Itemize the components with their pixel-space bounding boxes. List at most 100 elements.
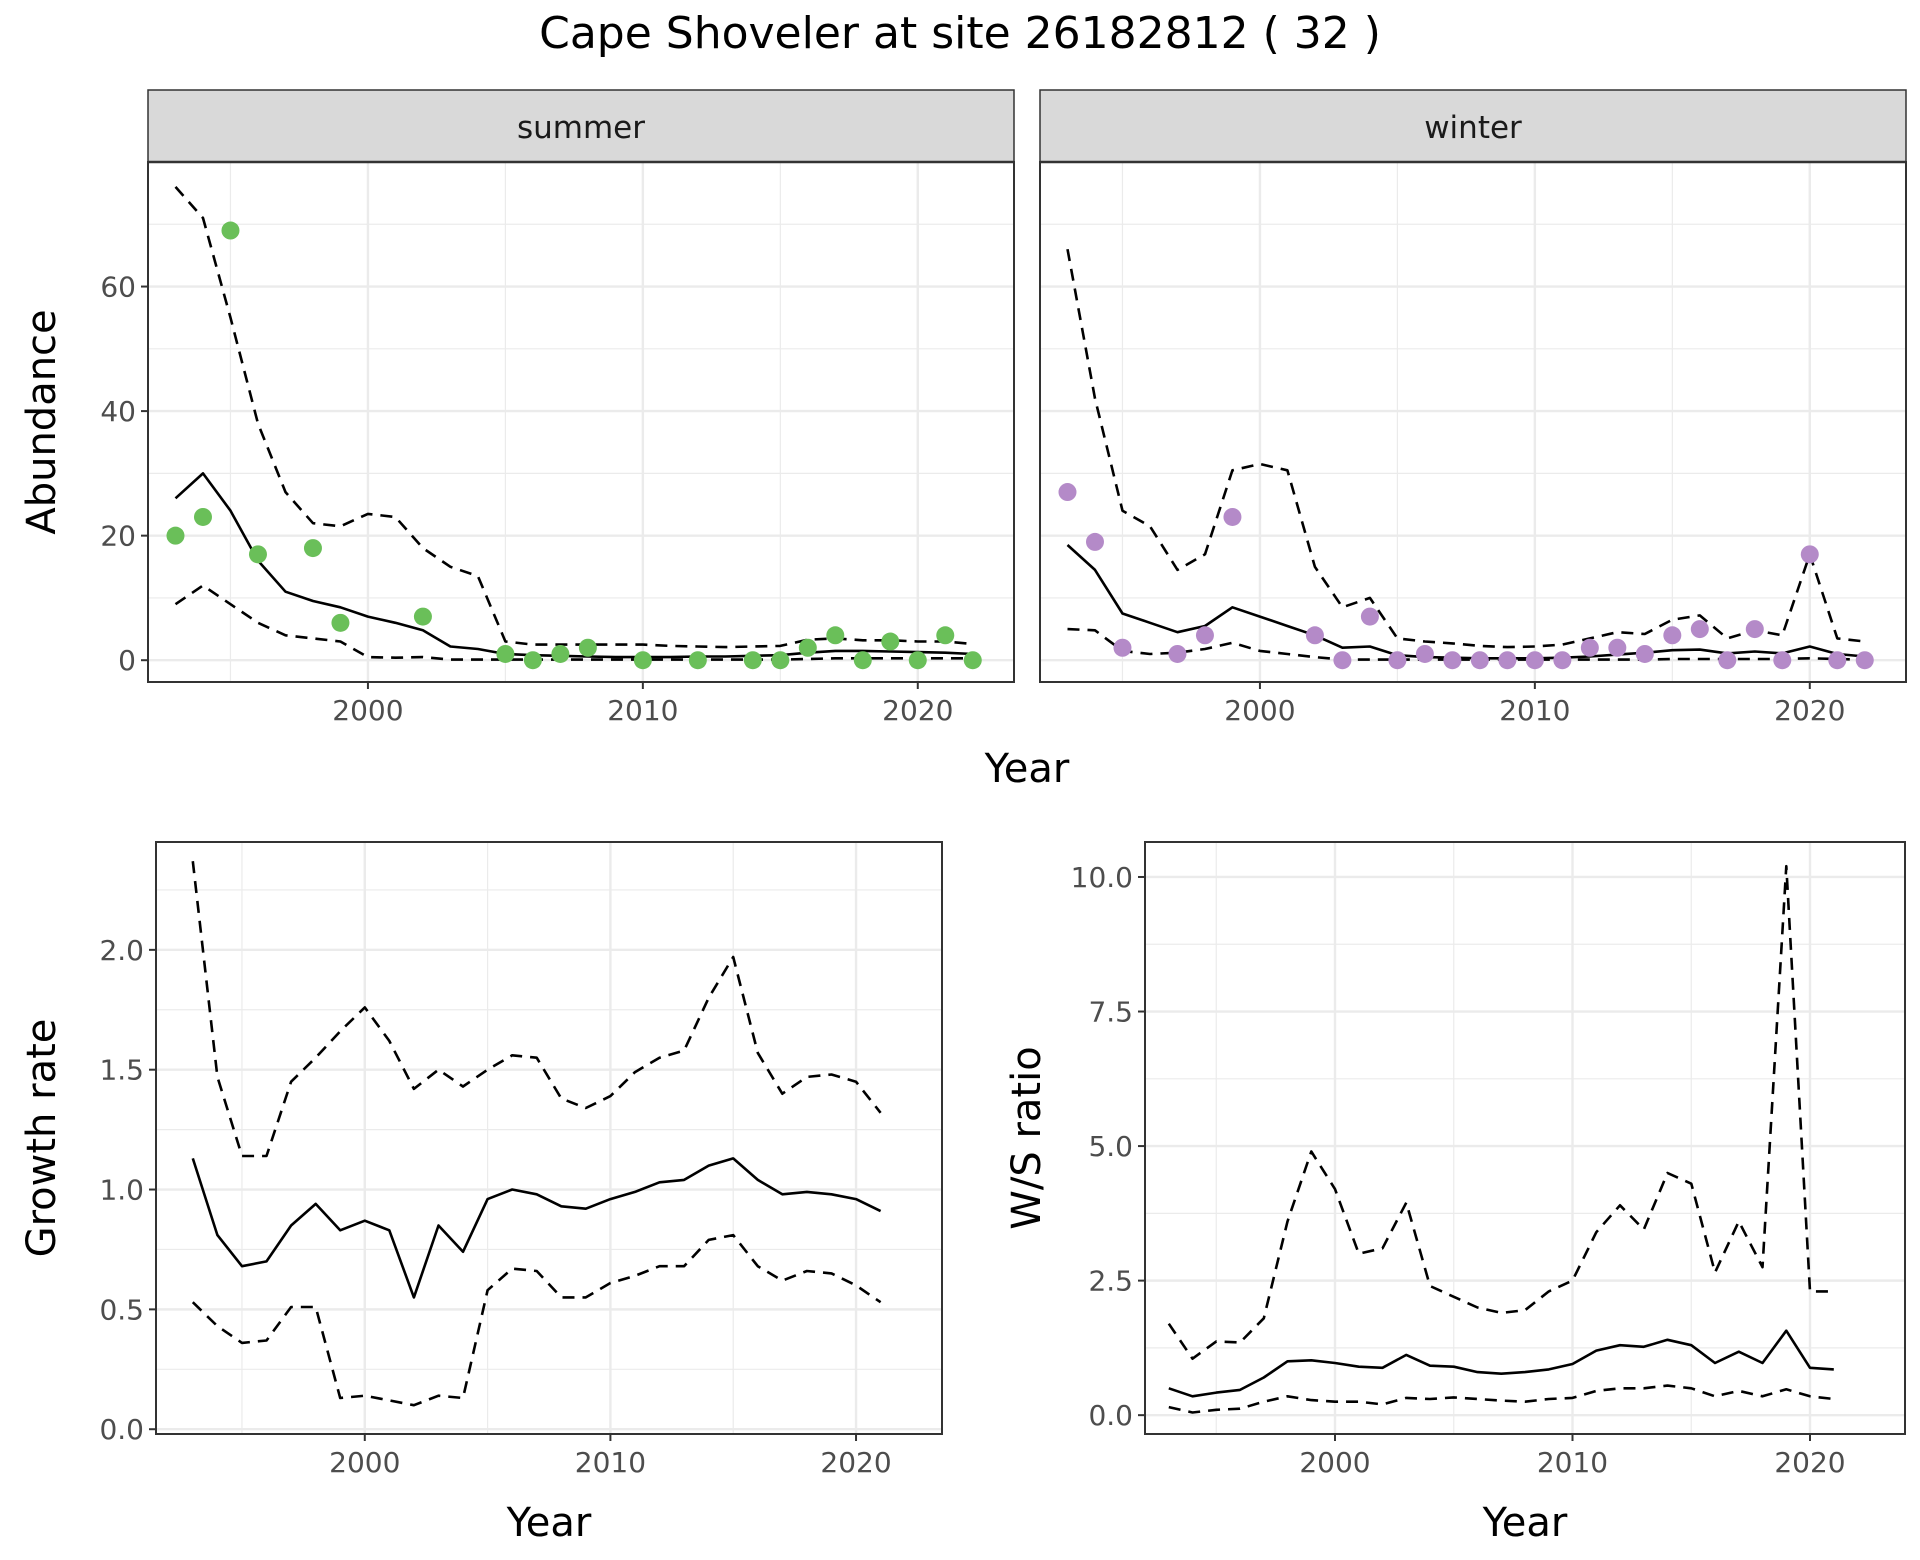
growth-y-axis-title: Growth rate	[19, 1019, 65, 1258]
growth-x-tick-label: 2000	[329, 1446, 400, 1479]
growth-y-tick-label: 1.5	[99, 1054, 144, 1087]
winter-data-point	[1168, 644, 1187, 663]
ratio-plot-border	[1144, 841, 1906, 1435]
summer-solid-line-0	[174, 472, 973, 659]
winter-data-point	[1113, 638, 1132, 657]
growth-x-axis-title: Year	[506, 1500, 592, 1546]
summer-data-point	[166, 526, 185, 545]
ratio-plot-area	[1145, 842, 1905, 1434]
growth-x-tick-label: 2010	[575, 1446, 646, 1479]
summer-data-point	[331, 613, 350, 632]
winter-data-point	[1360, 607, 1379, 626]
summer-y-tick-label: 0	[118, 644, 136, 677]
panel-summer: summer 0 20 40 60 2000 2010 2020 Abundance	[19, 89, 1015, 727]
ratio-y-tick-label: 10.0	[1071, 861, 1133, 894]
summer-data-point	[826, 626, 845, 645]
summer-data-point	[688, 651, 707, 670]
winter-data-point	[1305, 626, 1324, 645]
summer-strip-label: summer	[517, 110, 645, 146]
summer-data-point	[496, 644, 515, 663]
summer-plot-area	[148, 162, 1014, 682]
ratio-x-ticks: 2000 2010 2020	[1299, 1434, 1846, 1479]
figure-title: Cape Shoveler at site 26182812 ( 32 )	[539, 8, 1381, 59]
growth-series-lines	[191, 861, 882, 1407]
winter-data-point	[1690, 620, 1709, 639]
ratio-y-ticks: 0.0 2.5 5.0 7.5 10.0	[1071, 861, 1145, 1432]
abundance-y-axis-title: Abundance	[19, 309, 65, 534]
summer-data-point	[221, 221, 240, 240]
winter-data-point	[1855, 651, 1874, 670]
winter-data-point	[1223, 507, 1242, 526]
summer-strip	[147, 89, 1015, 163]
growth-x-ticks: 2000 2010 2020	[329, 1434, 892, 1479]
summer-data-point	[798, 638, 817, 657]
winter-dashed-line-1	[1066, 248, 1865, 649]
ratio-x-tick-label: 2020	[1774, 1446, 1845, 1479]
winter-data-point	[1663, 626, 1682, 645]
ratio-solid-line-0	[1168, 1329, 1834, 1398]
ratio-y-tick-label: 2.5	[1088, 1265, 1133, 1298]
ratio-series-lines	[1167, 864, 1834, 1414]
summer-data-point	[853, 651, 872, 670]
winter-data-point	[1773, 651, 1792, 670]
growth-plot-border	[155, 841, 943, 1435]
summer-data-point	[633, 651, 652, 670]
summer-y-tick-label: 40	[100, 395, 136, 428]
winter-data-point	[1635, 644, 1654, 663]
growth-solid-line-0	[191, 1157, 882, 1299]
growth-y-tick-label: 2.0	[99, 934, 144, 967]
ratio-y-tick-label: 5.0	[1088, 1130, 1133, 1163]
growth-y-tick-label: 0.5	[99, 1293, 144, 1326]
ratio-dashed-line-2	[1168, 1384, 1834, 1414]
winter-data-point	[1498, 651, 1517, 670]
winter-data-point	[1525, 651, 1544, 670]
top-x-axis-title: Year	[984, 746, 1070, 792]
summer-y-ticks: 0 20 40 60	[100, 271, 148, 677]
growth-grid	[156, 842, 942, 1434]
summer-data-point	[193, 507, 212, 526]
winter-data-point	[1718, 651, 1737, 670]
ratio-x-tick-label: 2000	[1299, 1446, 1370, 1479]
growth-y-tick-label: 1.0	[99, 1174, 144, 1207]
winter-data-point	[1415, 644, 1434, 663]
ratio-x-tick-label: 2010	[1537, 1446, 1608, 1479]
ratio-y-tick-label: 0.0	[1088, 1399, 1133, 1432]
winter-data-point	[1745, 620, 1764, 639]
summer-data-point	[771, 651, 790, 670]
winter-data-point	[1058, 483, 1077, 502]
winter-data-point	[1580, 638, 1599, 657]
summer-x-tick-label: 2020	[882, 694, 953, 727]
summer-data-point	[936, 626, 955, 645]
growth-x-tick-label: 2020	[820, 1446, 891, 1479]
winter-plot-area	[1040, 162, 1906, 682]
winter-strip-label: winter	[1424, 110, 1522, 146]
summer-y-tick-label: 60	[100, 271, 136, 304]
winter-data-point	[1085, 532, 1104, 551]
summer-x-tick-label: 2010	[607, 694, 678, 727]
summer-data-point	[523, 651, 542, 670]
ratio-x-axis-title: Year	[1482, 1500, 1568, 1546]
winter-data-point	[1828, 651, 1847, 670]
summer-x-ticks: 2000 2010 2020	[332, 682, 953, 727]
summer-data-point	[248, 545, 267, 564]
winter-data-point	[1443, 651, 1462, 670]
winter-strip	[1039, 89, 1907, 163]
summer-data-point	[578, 638, 597, 657]
summer-data-point	[303, 539, 322, 558]
winter-data-point	[1470, 651, 1489, 670]
summer-data-point	[881, 632, 900, 651]
winter-x-tick-label: 2020	[1774, 694, 1845, 727]
winter-data-point	[1608, 638, 1627, 657]
summer-data-point	[551, 644, 570, 663]
ratio-y-axis-title: W/S ratio	[1004, 1046, 1050, 1229]
panel-growth-rate: 0.0 0.5 1.0 1.5 2.0 2000 2010 2020 Growth rate…	[19, 841, 943, 1546]
summer-data-point	[743, 651, 762, 670]
summer-data-point	[908, 651, 927, 670]
summer-dashed-line-2	[174, 584, 973, 661]
winter-points	[1058, 483, 1874, 670]
winter-x-tick-label: 2010	[1499, 694, 1570, 727]
winter-data-point	[1388, 651, 1407, 670]
winter-x-ticks: 2000 2010 2020	[1224, 682, 1845, 727]
winter-data-point	[1195, 626, 1214, 645]
